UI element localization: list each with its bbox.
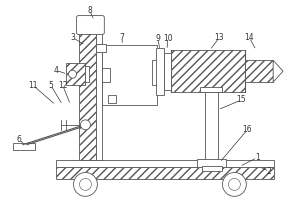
- Text: 14: 14: [244, 33, 254, 42]
- Circle shape: [229, 178, 240, 190]
- Bar: [202, 166, 221, 171]
- Text: 16: 16: [242, 125, 252, 134]
- Bar: [108, 95, 116, 103]
- Text: 1: 1: [255, 153, 260, 162]
- Text: 11: 11: [28, 81, 38, 90]
- FancyBboxPatch shape: [76, 16, 104, 34]
- Circle shape: [69, 70, 76, 78]
- Text: 4: 4: [53, 66, 58, 75]
- Bar: [79, 32, 96, 160]
- Text: 13: 13: [215, 33, 224, 42]
- Text: 9: 9: [155, 34, 160, 43]
- Bar: [171, 50, 245, 92]
- Circle shape: [80, 120, 90, 130]
- Bar: [56, 167, 274, 179]
- Bar: [102, 68, 110, 82]
- Bar: [13, 143, 35, 150]
- Bar: [56, 160, 274, 167]
- Bar: [66, 63, 86, 85]
- Text: 3: 3: [70, 33, 75, 42]
- Circle shape: [223, 172, 246, 196]
- Bar: [197, 159, 226, 167]
- Bar: [96, 32, 102, 160]
- Bar: [200, 87, 223, 92]
- Text: 8: 8: [87, 6, 92, 15]
- Polygon shape: [273, 60, 283, 82]
- Bar: [156, 48, 164, 95]
- Text: 2: 2: [267, 167, 272, 176]
- Text: 15: 15: [236, 95, 246, 104]
- Bar: [96, 44, 106, 52]
- Text: 10: 10: [163, 34, 173, 43]
- Text: 12: 12: [58, 81, 68, 90]
- Bar: [245, 60, 273, 82]
- Text: 7: 7: [120, 33, 124, 42]
- Bar: [164, 53, 171, 90]
- Circle shape: [80, 178, 92, 190]
- Bar: [102, 45, 157, 105]
- Bar: [85, 66, 89, 82]
- Text: 6: 6: [16, 135, 21, 144]
- Bar: [205, 92, 218, 160]
- Circle shape: [74, 172, 98, 196]
- Text: 5: 5: [48, 81, 53, 90]
- Bar: [152, 60, 159, 85]
